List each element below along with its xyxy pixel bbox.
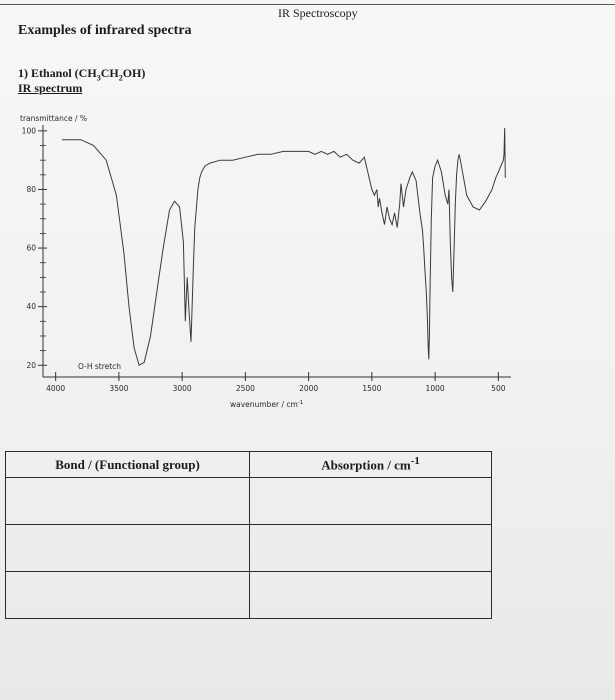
- table-row: [5, 571, 492, 619]
- compound-mid: CH: [100, 66, 119, 80]
- column-header-absorption-superscript: -1: [410, 455, 420, 468]
- example-heading: 1) Ethanol (CH3CH2OH): [18, 66, 145, 82]
- x-tick-label: 2000: [299, 384, 318, 393]
- y-tick-label: 80: [26, 185, 36, 194]
- table-header-row: Bond / (Functional group) Absorption / c…: [5, 451, 492, 478]
- x-axis-label-text: wavenumber / cm: [230, 400, 298, 409]
- absorption-cell[interactable]: [249, 524, 492, 572]
- x-tick-label: 500: [491, 384, 506, 393]
- absorption-cell[interactable]: [249, 571, 492, 619]
- y-tick-label: 100: [22, 126, 37, 135]
- y-axis-label: transmittance / %: [20, 114, 87, 123]
- y-tick-label: 60: [26, 244, 36, 253]
- table-row: [5, 524, 492, 572]
- bond-cell[interactable]: [5, 524, 250, 572]
- page-header: IR Spectroscopy: [278, 6, 358, 20]
- spectrum-line: [62, 127, 506, 367]
- x-axis-ticks: 4000 3500 3000 2500 2000 1500 1000 500: [46, 372, 506, 393]
- oh-stretch-annotation: O-H stretch: [78, 362, 121, 371]
- x-tick-label: 1000: [426, 384, 445, 393]
- column-header-absorption: Absorption / cm-1: [249, 451, 492, 478]
- header-rule: [0, 4, 615, 5]
- x-tick-label: 1500: [362, 384, 381, 393]
- functional-group-table: Bond / (Functional group) Absorption / c…: [5, 451, 492, 619]
- y-tick-label: 40: [26, 302, 36, 311]
- x-tick-label: 2500: [236, 384, 255, 393]
- column-header-absorption-text: Absorption / cm: [321, 457, 411, 473]
- table-row: [5, 477, 492, 525]
- compound-prefix: Ethanol (CH: [31, 66, 97, 80]
- compound-subscript-1: 3: [96, 73, 101, 83]
- page-title: Examples of infrared spectra: [18, 23, 192, 38]
- bond-cell[interactable]: [5, 571, 250, 619]
- column-header-bond: Bond / (Functional group): [5, 451, 250, 478]
- y-axis-ticks: 100 80 60 40 20: [22, 126, 47, 370]
- bond-cell[interactable]: [5, 477, 250, 525]
- compound-suffix: OH): [122, 66, 146, 80]
- spectrum-heading: IR spectrum: [18, 81, 83, 95]
- x-axis-label-superscript: -1: [298, 400, 303, 406]
- x-tick-label: 3000: [173, 384, 192, 393]
- y-tick-label: 20: [26, 361, 36, 370]
- example-number: 1): [18, 66, 28, 80]
- ir-spectrum-chart: transmittance / % 100 80 60 40 20 4000 3500 30…: [20, 114, 511, 409]
- x-tick-label: 4000: [46, 384, 65, 393]
- x-axis-label: wavenumber / cm-1: [230, 400, 303, 409]
- x-tick-label: 3500: [109, 384, 128, 393]
- compound-subscript-2: 2: [118, 73, 123, 83]
- absorption-cell[interactable]: [249, 477, 492, 525]
